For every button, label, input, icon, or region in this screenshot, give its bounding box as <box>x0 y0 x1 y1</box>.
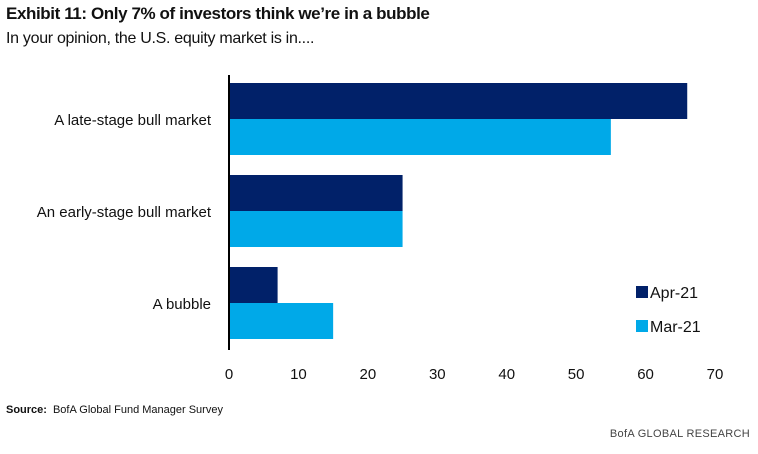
footer-brand: BofA GLOBAL RESEARCH <box>609 428 750 440</box>
chart-subtitle: In your opinion, the U.S. equity market … <box>6 30 315 47</box>
bar-apr-21 <box>229 175 403 211</box>
x-tick-label: 0 <box>225 366 233 383</box>
x-tick-label: 50 <box>568 366 585 383</box>
bar-apr-21 <box>229 83 688 119</box>
x-tick-label: 60 <box>637 366 654 383</box>
x-tick-label: 40 <box>498 366 515 383</box>
legend-swatch-apr-21 <box>636 286 648 298</box>
source-label: Source: <box>6 404 47 416</box>
category-label: A bubble <box>153 296 211 313</box>
chart-title: Exhibit 11: Only 7% of investors think w… <box>6 4 430 23</box>
x-tick-label: 30 <box>429 366 446 383</box>
category-label: An early-stage bull market <box>37 204 212 221</box>
source-note: Source: BofA Global Fund Manager Survey <box>6 404 223 416</box>
x-tick-label: 10 <box>290 366 307 383</box>
bar-mar-21 <box>229 211 403 247</box>
x-tick-label: 70 <box>707 366 724 383</box>
bar-apr-21 <box>229 267 278 303</box>
legend-swatch-mar-21 <box>636 320 648 332</box>
legend-label: Mar-21 <box>650 319 701 336</box>
legend-label: Apr-21 <box>650 285 698 302</box>
bar-mar-21 <box>229 119 611 155</box>
category-label: A late-stage bull market <box>54 112 212 129</box>
x-tick-label: 20 <box>360 366 377 383</box>
source-text: BofA Global Fund Manager Survey <box>52 404 223 416</box>
bar-mar-21 <box>229 303 334 339</box>
